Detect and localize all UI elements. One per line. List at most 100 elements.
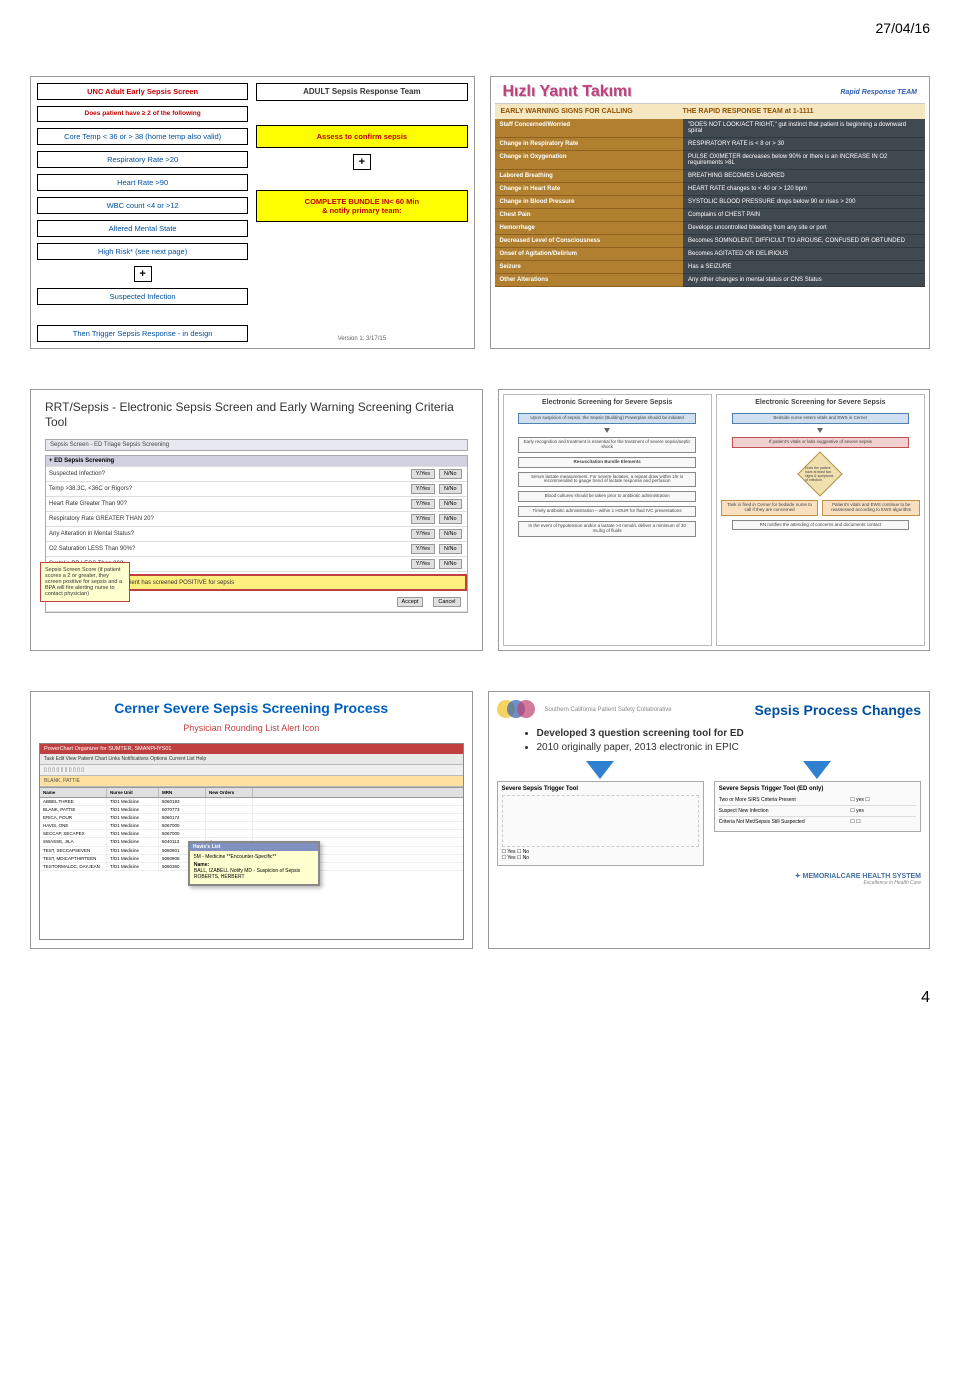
fc1-title: Electronic Screening for Severe Sepsis [542,399,672,406]
fc1-b4: Blood cultures should be taken prior to … [518,491,695,502]
fc1-b0: Upon suspicion of sepsis, the Sepsis (Bu… [518,413,695,424]
no-button[interactable]: N/No [439,484,462,494]
flowchart-1: Electronic Screening for Severe Sepsis U… [503,394,712,646]
p6-form-1: Severe Sepsis Trigger Tool ☐ Yes ☐ No ☐ … [497,781,704,866]
criteria-1: Respiratory Rate >20 [37,151,248,168]
p5-window: PowerChart Organizer for SUMTER, SMANPHY… [39,743,464,940]
trigger: Then Trigger Sepsis Response - in design [37,325,248,342]
criteria-0: Core Temp < 36 or > 38 (home temp also v… [37,128,248,145]
no-button[interactable]: N/No [439,529,462,539]
rrt-row: Other AlterationsAny other changes in me… [495,274,926,287]
criteria-5: High Risk* (see next page) [37,243,248,260]
cancel-button[interactable]: Cancel [433,597,460,607]
panel-process-changes: Southern California Patient Safety Colla… [488,691,931,949]
fc1-b6: In the event of hypotension and/or a lac… [518,521,695,537]
plus-1: + [134,266,152,282]
p3-title: RRT/Sepsis - Electronic Sepsis Screen an… [45,400,468,431]
p5-title: Cerner Severe Sepsis Screening Process [39,700,464,717]
p6-footer-logo: ✦ MEMORIALCARE HEALTH SYSTEM Excellence … [497,872,922,886]
yes-button[interactable]: Y/Yes [411,514,435,524]
fc2-b3: Task in fired in Cerner for bedside nurs… [721,500,819,516]
p3-callout: Sepsis Screen Score (if patient scores a… [40,562,130,602]
unc-title: UNC Adult Early Sepsis Screen [37,83,248,100]
fc1-b5: Timely antibiotic administration – withi… [518,506,695,517]
table-row[interactable]: ABBEL THREET/D1 Medicine5060193 [40,798,463,806]
p3-criteria-row: Any Alteration in Mental Status?Y/YesN/N… [46,527,467,542]
fc2-b0: Bedside nurse enters vitals and EWS in C… [732,413,909,424]
yes-button[interactable]: Y/Yes [411,544,435,554]
arrow-icon [803,761,831,779]
table-row[interactable]: HAVIS, ONET/D1 Medicine5067000 [40,822,463,830]
p3-criteria-row: Temp >38.3C, <36C or Rigors?Y/YesN/No [46,482,467,497]
p5-menubar[interactable]: Task Edit View Patient Chart Links Notif… [40,754,463,765]
fc2-title: Electronic Screening for Severe Sepsis [755,399,885,406]
arrow-icon [586,761,614,779]
p3-section: + ED Sepsis Screening [46,456,467,467]
rrt-row: HemorrhageDevelops uncontrolled bleeding… [495,222,926,235]
plus-2: + [353,154,371,170]
row-3: Cerner Severe Sepsis Screening Process P… [30,691,930,949]
fc1-b3: Serum lactate measurement. For severe la… [518,472,695,488]
page-date: 27/04/16 [30,20,930,36]
rrt-sub-left: EARLY WARNING SIGNS FOR CALLING [501,108,683,115]
criteria-4: Altered Mental State [37,220,248,237]
assess-box: Assess to confirm sepsis [256,125,467,148]
rrt-row: Chest PainComplains of CHEST PAIN [495,209,926,222]
rrt-sub-right: THE RAPID RESPONSE TEAM at 1-1111 [682,108,919,115]
p5-patient-bar: BLANK, PATTIE [40,776,463,787]
p6-org: Southern California Patient Safety Colla… [545,707,672,713]
flowchart-2: Electronic Screening for Severe Sepsis B… [716,394,925,646]
p6-logo [497,700,537,720]
yes-button[interactable]: Y/Yes [411,469,435,479]
p5-subtitle: Physician Rounding List Alert Icon [39,723,464,733]
p5-table-header: Name Nurse Unit MRN New Orders [40,788,463,798]
adult-response-title: ADULT Sepsis Response Team [256,83,467,101]
suspected: Suspected Infection [37,288,248,305]
rrt-row: Labored BreathingBREATHING BECOMES LABOR… [495,170,926,183]
p3-criteria-row: Suspected Infection?Y/YesN/No [46,467,467,482]
p5-toolbar[interactable]: ▯ ▯ ▯ ▯ ▯ ▯ ▯ ▯ ▯ ▯ [40,765,463,776]
table-row[interactable]: ERICA, FOURT/D1 Medicine5060174 [40,814,463,822]
p3-criteria-row: Respiratory Rate GREATER THAN 20?Y/YesN/… [46,512,467,527]
no-button[interactable]: N/No [439,559,462,569]
no-button[interactable]: N/No [439,499,462,509]
table-row[interactable]: SECCAP, SECAPEXT/D1 Medicine5067000 [40,830,463,838]
criteria-3: WBC count <4 or >12 [37,197,248,214]
table-row[interactable]: BLANK, PATTIET/D1 Medicine5070773 [40,806,463,814]
yes-button[interactable]: Y/Yes [411,499,435,509]
panel-cerner: Cerner Severe Sepsis Screening Process P… [30,691,473,949]
rrt-logo: Rapid Response TEAM [840,89,917,96]
page-number: 4 [30,989,930,1007]
yes-button[interactable]: Y/Yes [411,484,435,494]
fc2-b4: Patient's vitals and EWS continue to be … [822,500,920,516]
p3-criteria-row: O2 Saturation LESS Than 90%?Y/YesN/No [46,542,467,557]
bundle-box: COMPLETE BUNDLE IN< 60 Min & notify prim… [256,190,467,222]
no-button[interactable]: N/No [439,544,462,554]
rrt-row: Change in Respiratory RateRESPIRATORY RA… [495,138,926,151]
fc1-b1: Early recognition and treatment is essen… [518,437,695,453]
no-button[interactable]: N/No [439,514,462,524]
rrt-row: Change in OxygenationPULSE OXIMETER decr… [495,151,926,170]
unc-sub: Does patient have ≥ 2 of the following [37,106,248,122]
fc2-b5: RN notifies the attending of concerns an… [732,520,909,531]
yes-button[interactable]: Y/Yes [411,529,435,539]
p5-popup: Havis's List 5M - Medicine **Encounter-S… [188,841,320,886]
panel-flowcharts: Electronic Screening for Severe Sepsis U… [498,389,931,651]
rrt-title: Hızlı Yanıt Takımı [503,83,632,101]
version: Version 1: 3/17/15 [256,336,467,342]
rrt-row: Change in Heart RateHEART RATE changes t… [495,183,926,196]
p6-bullets: Developed 3 question screening tool for … [497,728,922,753]
panel-rapid-response: Hızlı Yanıt Takımı Rapid Response TEAM E… [490,76,931,349]
panel-unc-sepsis: UNC Adult Early Sepsis Screen Does patie… [30,76,475,349]
rrt-row: Change in Blood PressureSYSTOLIC BLOOD P… [495,196,926,209]
yes-button[interactable]: Y/Yes [411,559,435,569]
fc1-b2: Resuscitation Bundle Elements [518,457,695,468]
rrt-row: Onset of Agitation/DeliriumBecomes AGITA… [495,248,926,261]
rrt-row: Decreased Level of ConsciousnessBecomes … [495,235,926,248]
p6-form-2: Severe Sepsis Trigger Tool (ED only) Two… [714,781,921,832]
accept-button[interactable]: Accept [397,597,424,607]
rrt-row: Staff Concerned/Worried"DOES NOT LOOK/AC… [495,119,926,138]
no-button[interactable]: N/No [439,469,462,479]
fc2-diamond: Does the patient have at least two signs… [798,451,843,496]
criteria-2: Heart Rate >90 [37,174,248,191]
